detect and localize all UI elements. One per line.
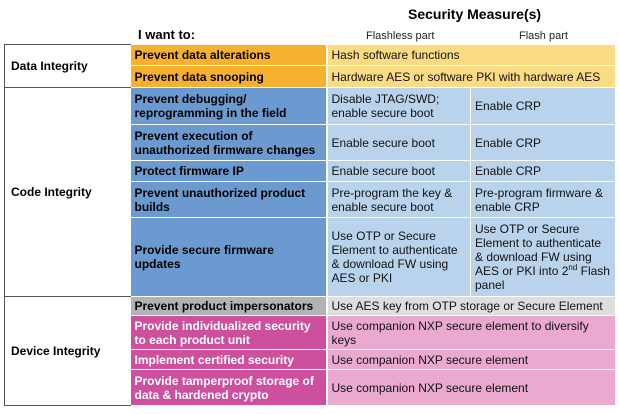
- flashless-measure-cell: Disable JTAG/SWD; enable secure boot: [326, 87, 471, 125]
- category-code-integrity: Code Integrity: [4, 87, 131, 297]
- action-cell: Provide secure firmware updates: [130, 217, 328, 297]
- table-row: Provide tamperproof storage of data & ha…: [5, 369, 615, 406]
- table-row: Prevent unauthorized product builds Pre-…: [5, 181, 615, 218]
- flash-measure-cell: Enable CRP: [470, 87, 615, 125]
- measure-cell: Use companion NXP secure element: [326, 349, 615, 370]
- category-device-integrity: Device Integrity: [4, 296, 131, 406]
- measure-cell: Use AES key from OTP storage or Secure E…: [326, 296, 615, 316]
- action-cell: Provide individualized security to each …: [130, 315, 328, 350]
- flash-part-header: Flash part: [519, 30, 568, 42]
- security-measures-table: Data Integrity Prevent data alterations …: [4, 44, 615, 406]
- i-want-to-header: I want to:: [138, 27, 196, 42]
- action-cell: Prevent debugging/ reprogramming in the …: [130, 87, 328, 125]
- security-measures-title: Security Measure(s): [408, 6, 542, 22]
- measure-cell: Hash software functions: [326, 44, 615, 66]
- flash-measure-tail: Flash panel: [475, 264, 610, 292]
- action-cell: Protect firmware IP: [130, 160, 328, 182]
- measure-cell: Use companion NXP secure element to dive…: [326, 315, 615, 350]
- flashless-measure-cell: Enable secure boot: [326, 124, 471, 161]
- table-row: Protect firmware IP Enable secure boot E…: [5, 160, 615, 182]
- flashless-measure-cell: Enable secure boot: [326, 160, 471, 182]
- action-cell: Prevent data snooping: [130, 65, 328, 88]
- measure-cell: Hardware AES or software PKI with hardwa…: [326, 65, 615, 88]
- measure-cell: Use companion NXP secure element: [326, 369, 615, 406]
- flashless-measure-cell: Use OTP or Secure Element to authenticat…: [326, 217, 471, 297]
- table-row: Provide individualized security to each …: [5, 315, 615, 350]
- flash-measure-text: Use OTP or Secure Element to authenticat…: [475, 222, 602, 278]
- action-cell: Provide tamperproof storage of data & ha…: [130, 369, 328, 406]
- flash-measure-cell: Enable CRP: [470, 160, 615, 182]
- table-row: Prevent data snooping Hardware AES or so…: [5, 65, 615, 88]
- table-row: Prevent execution of unauthorized firmwa…: [5, 124, 615, 161]
- flash-measure-cell: Use OTP or Secure Element to authenticat…: [470, 217, 615, 297]
- table-row: Implement certified security Use compani…: [5, 349, 615, 370]
- action-cell: Prevent data alterations: [130, 44, 328, 66]
- flashless-measure-cell: Pre-program the key & enable secure boot: [326, 181, 471, 218]
- action-cell: Prevent product impersonators: [130, 296, 328, 316]
- table-row: Provide secure firmware updates Use OTP …: [5, 217, 615, 297]
- table-row: Code Integrity Prevent debugging/ reprog…: [4, 87, 615, 297]
- action-cell: Prevent execution of unauthorized firmwa…: [130, 124, 328, 161]
- ordinal-suffix: nd: [568, 263, 578, 272]
- table-row: Device Integrity Prevent product imperso…: [4, 296, 615, 406]
- flashless-part-header: Flashless part: [366, 30, 435, 42]
- category-data-integrity: Data Integrity: [4, 44, 131, 88]
- action-cell: Implement certified security: [130, 349, 328, 370]
- flash-measure-cell: Pre-program firmware & enable CRP: [470, 181, 615, 218]
- flash-measure-cell: Enable CRP: [470, 124, 615, 161]
- action-cell: Prevent unauthorized product builds: [130, 181, 328, 218]
- table-row: Data Integrity Prevent data alterations …: [4, 44, 615, 88]
